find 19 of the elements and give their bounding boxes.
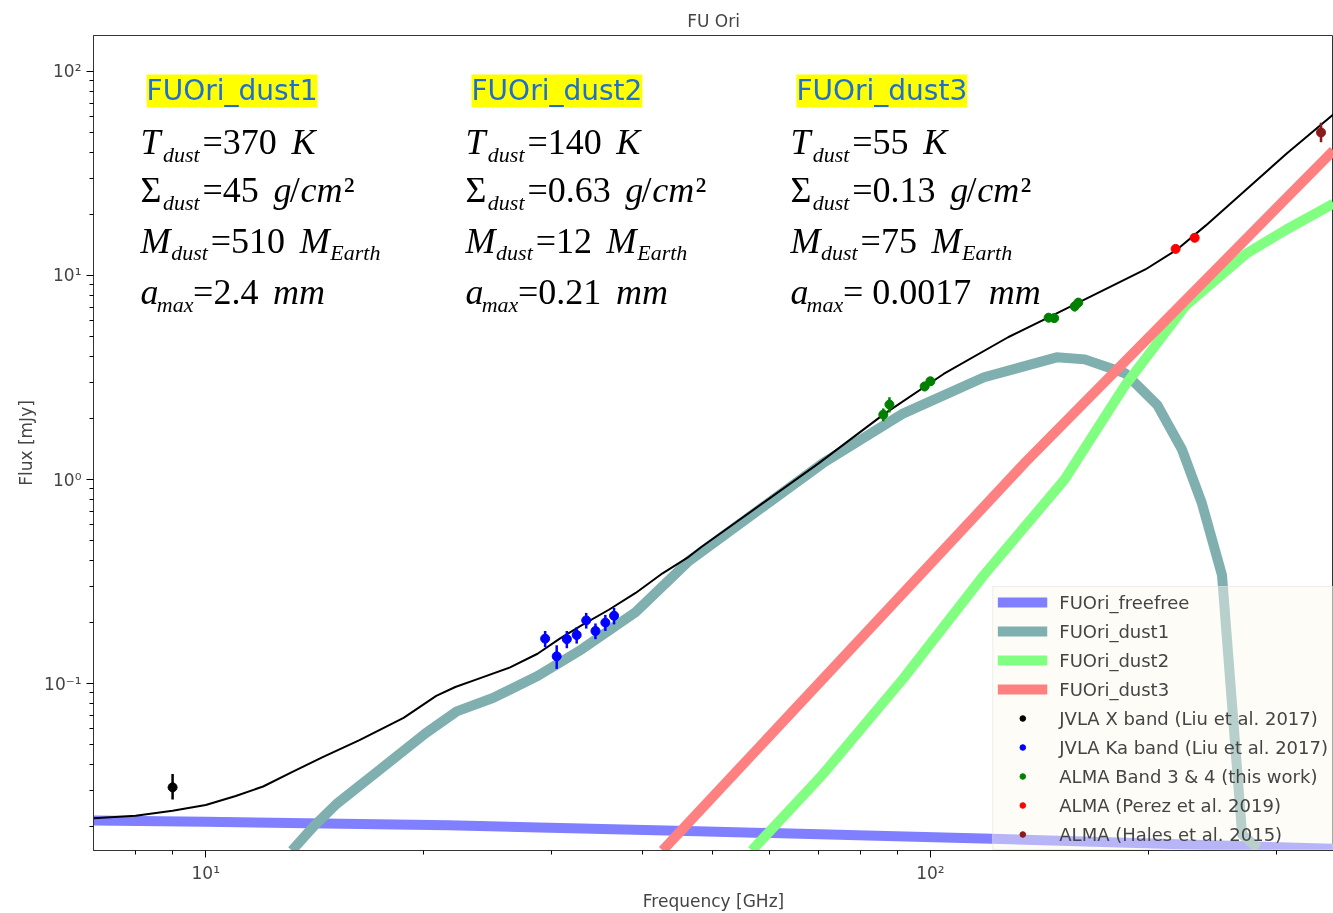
legend-label: JVLA Ka band (Liu et al. 2017) [1059, 736, 1328, 758]
y-tick-label: 10⁰ [53, 469, 82, 490]
annotation: FUOri_dust2 [471, 74, 643, 108]
y-axis-title: Flux [mJy] [16, 400, 37, 486]
y-tick-label: 10¹ [53, 265, 82, 286]
legend-label: FUOri_freefree [1059, 591, 1190, 613]
legend-label: ALMA (Perez et al. 2019) [1059, 794, 1281, 816]
chart-title: FU Ori [687, 10, 740, 31]
legend-label: ALMA Band 3 & 4 (this work) [1059, 765, 1318, 787]
x-axis-title: Frequency [GHz] [642, 890, 785, 911]
legend-label: FUOri_dust1 [1059, 620, 1170, 642]
annotation: FUOri_dust3 [796, 74, 968, 108]
legend-label: FUOri_dust3 [1059, 678, 1170, 700]
legend-label: ALMA (Hales et al. 2015) [1059, 823, 1283, 845]
annotation: FUOri_dust1 [146, 74, 318, 108]
y-tick-label: 10² [53, 61, 82, 82]
legend-label: JVLA X band (Liu et al. 2017) [1059, 707, 1318, 729]
y-tick-label: 10⁻¹ [44, 673, 82, 694]
legend-label: FUOri_dust2 [1059, 649, 1170, 671]
